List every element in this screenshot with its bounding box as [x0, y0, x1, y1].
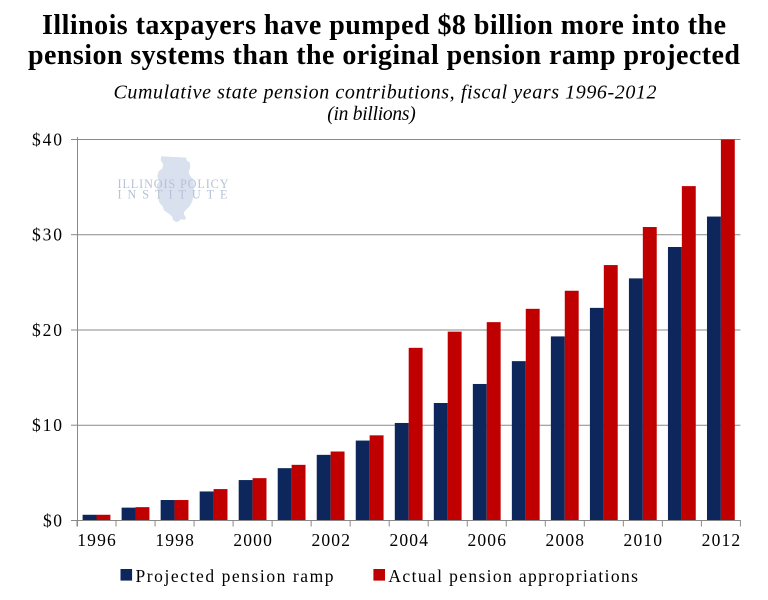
- svg-text:$0: $0: [43, 511, 62, 531]
- svg-text:2010: 2010: [624, 530, 663, 550]
- svg-text:$40: $40: [32, 130, 62, 150]
- svg-text:Actual pension appropriations: Actual pension appropriations: [388, 566, 638, 586]
- svg-text:2006: 2006: [467, 530, 506, 550]
- svg-text:2000: 2000: [233, 530, 272, 550]
- svg-text:(in billions): (in billions): [327, 104, 416, 125]
- svg-text:Projected pension ramp: Projected pension ramp: [136, 566, 334, 586]
- svg-text:$10: $10: [32, 415, 62, 435]
- svg-text:ILLINOIS POLICY: ILLINOIS POLICY: [118, 177, 229, 191]
- svg-text:pension systems than the origi: pension systems than the original pensio…: [28, 40, 740, 71]
- svg-text:1998: 1998: [155, 530, 194, 550]
- svg-text:2008: 2008: [546, 530, 585, 550]
- svg-text:1996: 1996: [77, 530, 116, 550]
- svg-text:$30: $30: [32, 225, 62, 245]
- svg-text:Illinois taxpayers have pumped: Illinois taxpayers have pumped $8 billio…: [42, 10, 726, 41]
- svg-text:2004: 2004: [389, 530, 428, 550]
- svg-text:2002: 2002: [311, 530, 350, 550]
- svg-text:Cumulative state pension contr: Cumulative state pension contributions, …: [114, 81, 657, 103]
- svg-text:$20: $20: [32, 320, 62, 340]
- svg-text:2012: 2012: [702, 530, 741, 550]
